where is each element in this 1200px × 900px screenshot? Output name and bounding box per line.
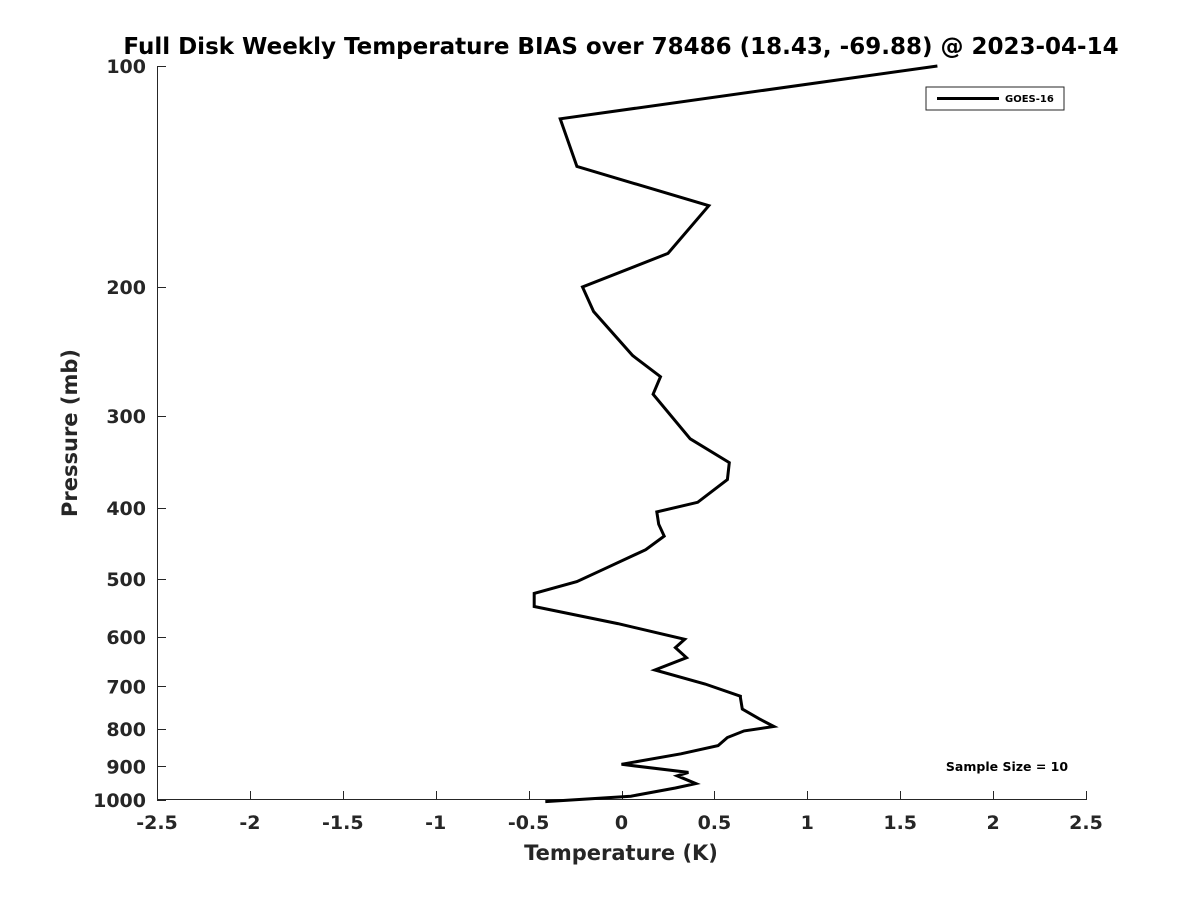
y-tick-label: 200 [106, 277, 146, 299]
x-tick-label: 1 [801, 812, 814, 834]
x-tick-label: 0 [615, 812, 628, 834]
x-tick-label: 0.5 [698, 812, 732, 834]
x-tick-label: 2.5 [1069, 812, 1103, 834]
y-tick-label: 600 [106, 627, 146, 649]
y-tick-label: 300 [106, 406, 146, 428]
sample-size-annotation: Sample Size = 10 [946, 759, 1068, 774]
y-tick-label: 500 [106, 569, 146, 591]
x-tick-label: 1.5 [883, 812, 917, 834]
x-axis-label: Temperature (K) [524, 841, 718, 865]
x-tick-label: 2 [986, 812, 999, 834]
tick-group: -2.5 -2 -1.5 -1 -0.5 0 0.5 1 1.5 2 2.5 100 200 300 400… [93, 56, 1103, 834]
series-line-goes-16 [532, 64, 938, 804]
x-tick-label: -1.5 [322, 812, 364, 834]
y-tick-label: 400 [106, 498, 146, 520]
x-tick-label: -2 [239, 812, 260, 834]
y-tick-label: 100 [106, 56, 146, 78]
y-tick-label: 700 [106, 676, 146, 698]
x-tick-label: -2.5 [136, 812, 178, 834]
y-axis-label: Pressure (mb) [58, 349, 82, 517]
chart-title: Full Disk Weekly Temperature BIAS over 7… [123, 34, 1118, 60]
y-tick-label: 900 [106, 756, 146, 778]
legend-series-label: GOES-16 [1005, 94, 1054, 105]
y-tick-label: 1000 [93, 790, 146, 812]
y-tick-label: 800 [106, 719, 146, 741]
x-tick-label: -1 [425, 812, 446, 834]
series-layer [532, 64, 938, 804]
x-tick-label: -0.5 [508, 812, 550, 834]
legend: GOES-16 [925, 86, 1065, 111]
